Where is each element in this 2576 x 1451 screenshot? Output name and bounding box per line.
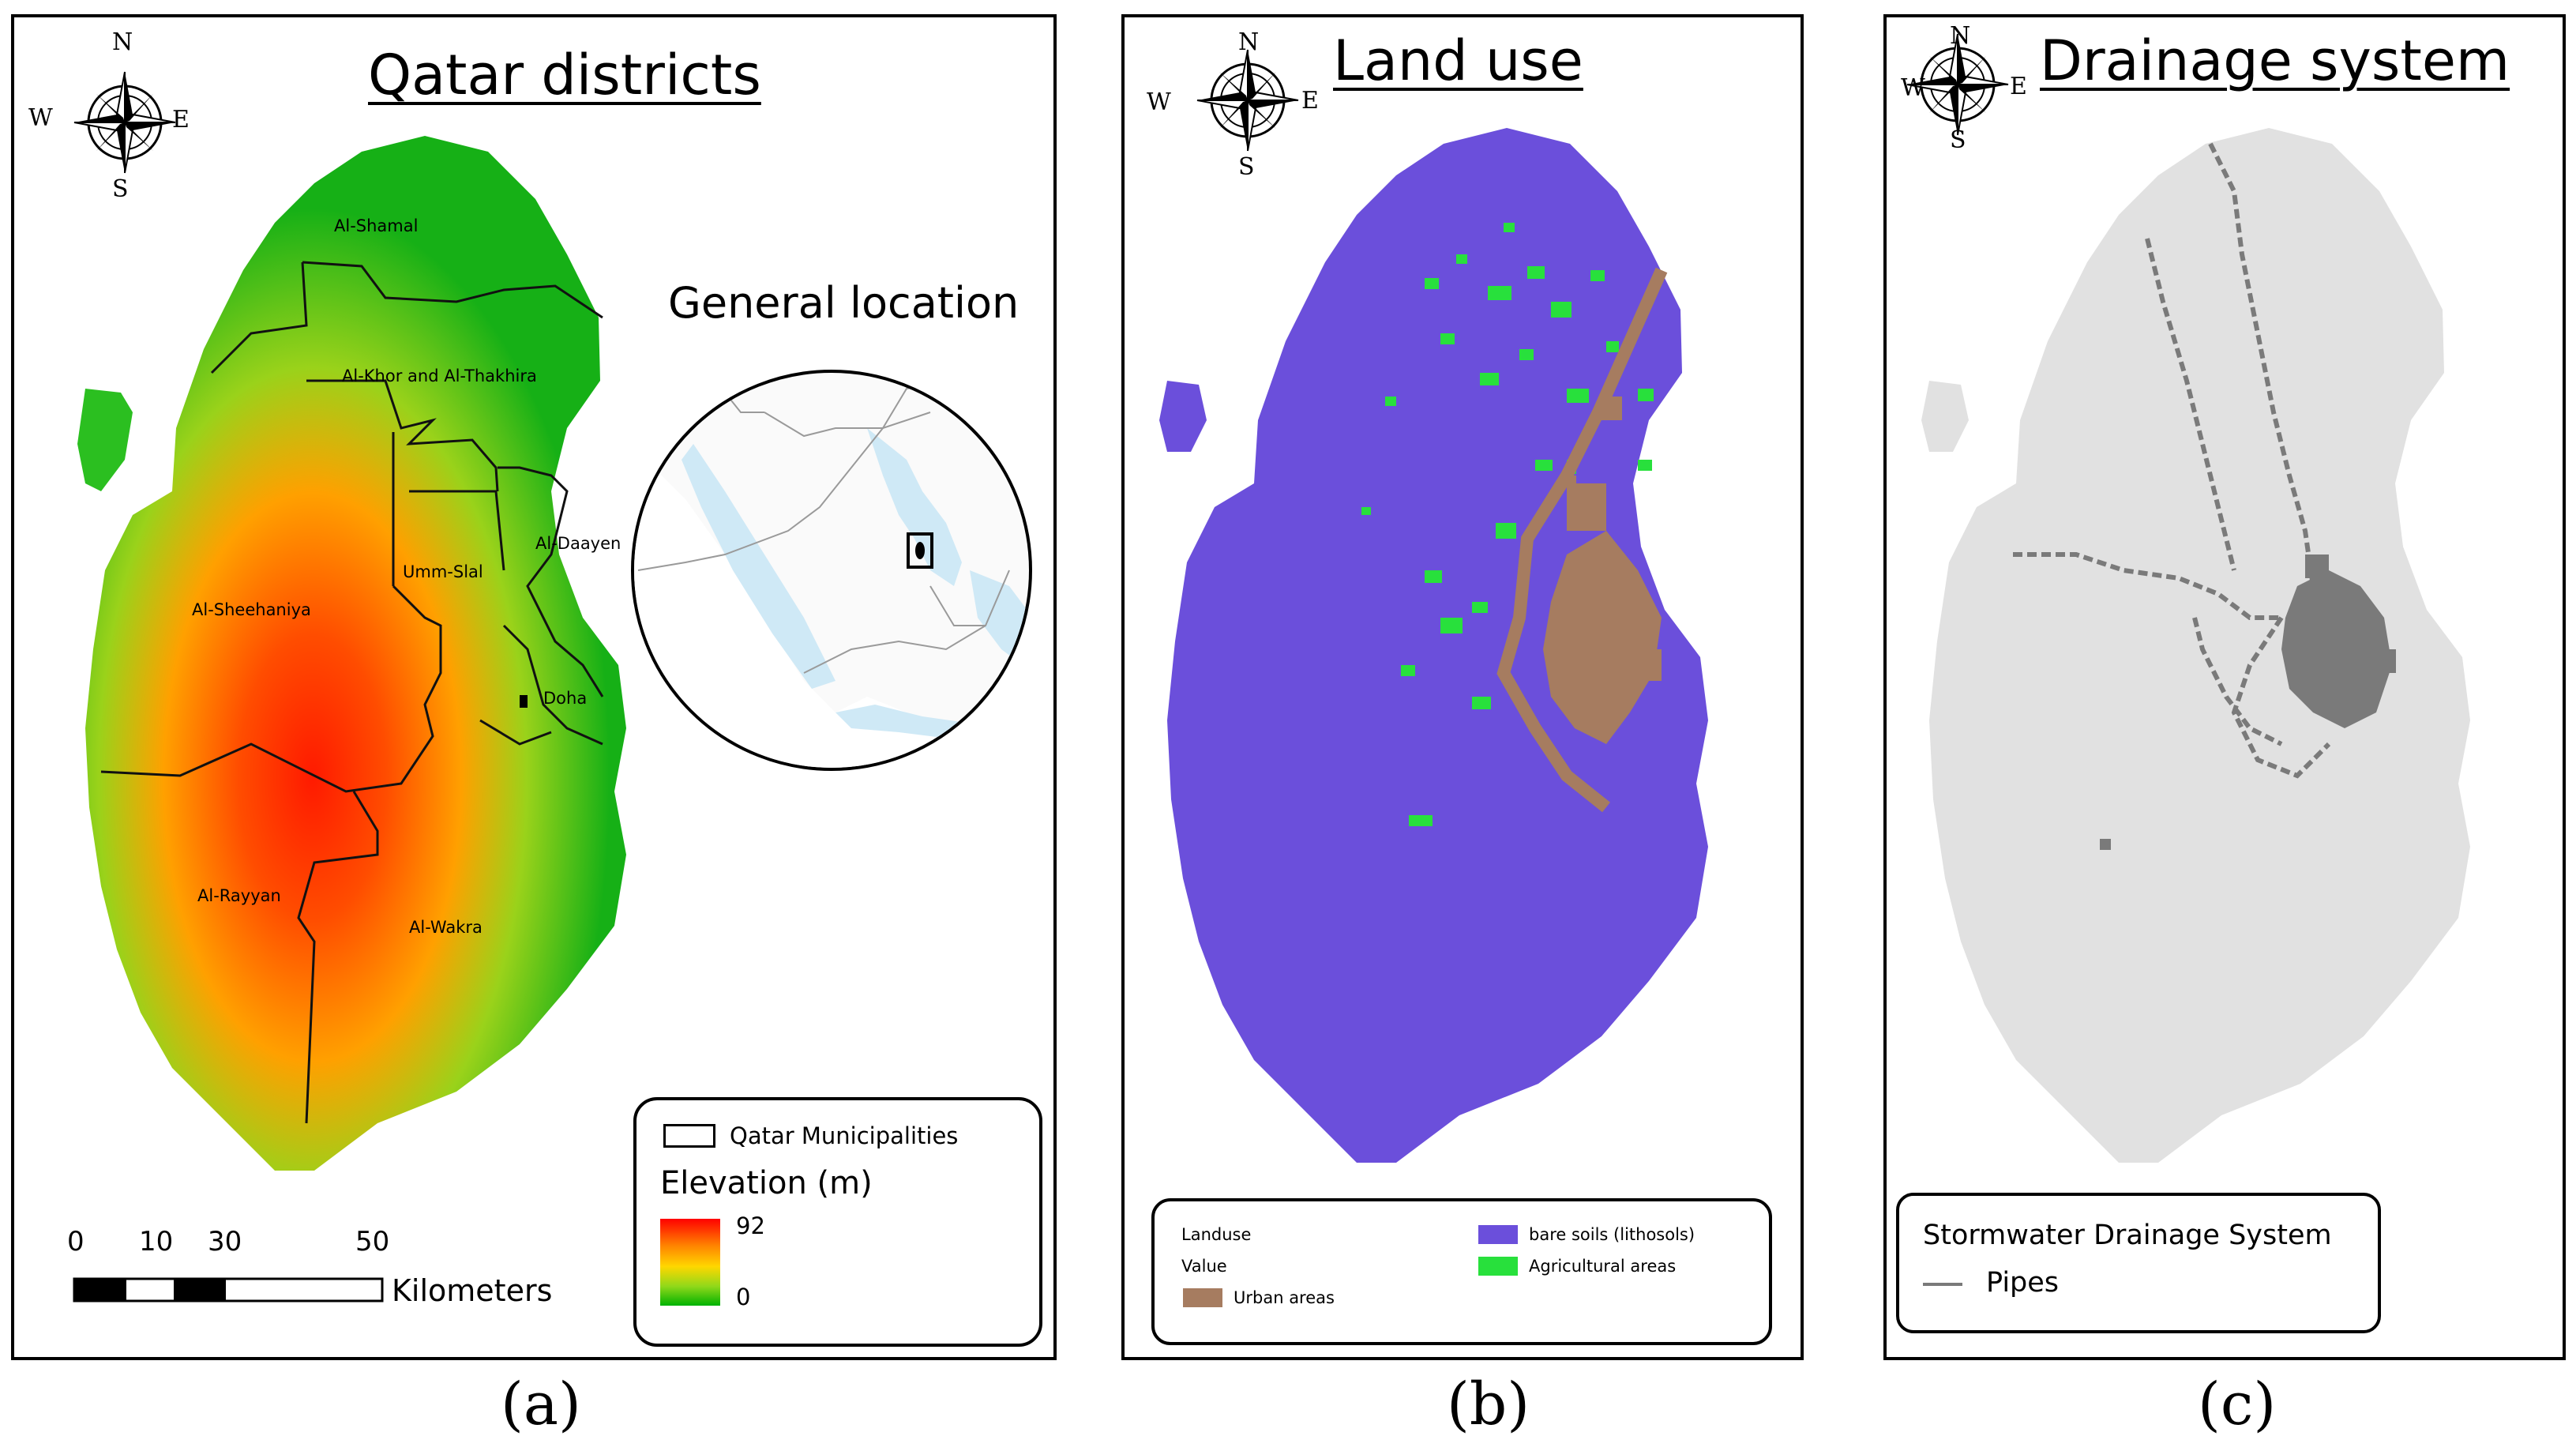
elevation-colorbar — [660, 1219, 720, 1306]
boundary-swatch — [663, 1124, 715, 1148]
panel-b-title: Land use — [1333, 28, 1583, 93]
district-label: Al-Daayen — [535, 534, 621, 553]
compass-east: E — [2010, 73, 2027, 100]
panel-c-title: Drainage system — [2040, 28, 2510, 93]
elevation-min: 0 — [736, 1284, 751, 1310]
compass-north: N — [1238, 28, 1260, 56]
district-label: Al-Khor and Al-Thakhira — [342, 367, 537, 385]
pipe-swatch — [1923, 1283, 1962, 1286]
district-label: Doha — [543, 689, 588, 708]
district-label: Al-Wakra — [409, 918, 483, 937]
district-label: Al-Shamal — [334, 216, 419, 235]
elevation-max: 92 — [736, 1212, 765, 1239]
drainage-map — [1906, 32, 2470, 1163]
elevation-legend: Qatar Municipalities Elevation (m) 92 0 — [633, 1097, 1042, 1347]
inset-title: General location — [668, 278, 1020, 328]
caption-c: (c) — [2198, 1370, 2277, 1438]
boundary-label: Qatar Municipalities — [730, 1122, 959, 1149]
municipality-boundaries — [100, 261, 604, 1124]
general-location-inset — [631, 370, 1032, 771]
caption-b: (b) — [1447, 1370, 1530, 1438]
elevation-raster — [85, 136, 626, 1171]
elevation-title: Elevation (m) — [660, 1165, 873, 1201]
pipes-label: Pipes — [1986, 1267, 2060, 1299]
drainage-pipes — [2013, 142, 2331, 779]
panel-land-use: Land use N S E W Landuse Value Urban are… — [1121, 14, 1804, 1360]
scale-tick: 30 — [208, 1226, 242, 1257]
drainage-legend: Stormwater Drainage System Pipes — [1896, 1193, 2381, 1333]
compass-west: W — [28, 104, 53, 132]
scale-tick: 0 — [67, 1226, 84, 1257]
bare-soils-label: bare soils (lithosols) — [1529, 1225, 1695, 1244]
compass-north: N — [112, 28, 133, 56]
compass-west: W — [1901, 74, 1925, 102]
district-label: Umm-Slal — [403, 562, 483, 581]
agricultural-label: Agricultural areas — [1529, 1257, 1677, 1276]
urban-label: Urban areas — [1234, 1288, 1335, 1307]
compass-west: W — [1147, 88, 1171, 116]
scale-bar — [73, 1277, 384, 1303]
compass-east: E — [172, 106, 190, 133]
districts-map — [73, 70, 1032, 1303]
district-label: Al-Sheehaniya — [192, 600, 311, 619]
compass-south: S — [112, 175, 129, 203]
compass-south: S — [1238, 153, 1255, 181]
panel-drainage: Drainage system N S E W Stormwater Drain… — [1883, 14, 2566, 1360]
drainage-legend-title: Stormwater Drainage System — [1923, 1220, 2332, 1251]
agricultural-swatch — [1478, 1257, 1518, 1276]
compass-east: E — [1301, 87, 1319, 115]
scale-tick: 50 — [355, 1226, 390, 1257]
compass-north: N — [1950, 22, 1971, 50]
scale-tick: 10 — [139, 1226, 174, 1257]
western-island — [77, 389, 133, 491]
land-use-map — [1159, 48, 1708, 1163]
urban-areas — [1496, 267, 1668, 813]
compass-south: S — [1950, 126, 1966, 154]
legend-field: Landuse — [1181, 1225, 1252, 1244]
caption-a: (a) — [501, 1370, 581, 1438]
land-use-legend: Landuse Value Urban areas bare soils (li… — [1151, 1198, 1772, 1345]
compass-rose — [1196, 48, 1300, 152]
panel-a-title: Qatar districts — [368, 43, 761, 107]
qatar-land — [1929, 128, 2470, 1163]
urban-pipe-network — [2100, 554, 2396, 850]
panel-districts: Qatar districts N S E W General location… — [11, 14, 1057, 1360]
compass-rose — [73, 70, 177, 175]
legend-value-label: Value — [1181, 1257, 1227, 1276]
scale-unit: Kilometers — [392, 1273, 553, 1308]
urban-swatch — [1183, 1288, 1222, 1307]
bare-soils-swatch — [1478, 1225, 1518, 1244]
district-label: Al-Rayyan — [197, 886, 281, 905]
